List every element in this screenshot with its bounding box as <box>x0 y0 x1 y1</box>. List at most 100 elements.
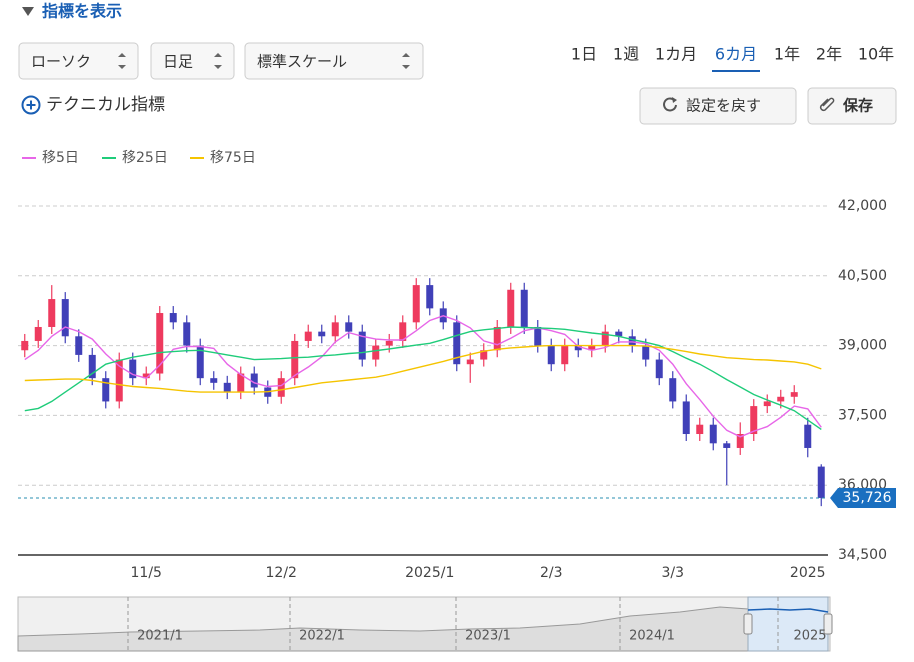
candle-body <box>561 345 569 365</box>
last-price-label: 35,726 <box>843 490 892 506</box>
candle-body <box>709 424 717 444</box>
add-icon[interactable] <box>21 95 41 115</box>
candle-body <box>75 336 83 355</box>
navigator-label: 2023/1 <box>465 629 511 644</box>
candle-body <box>345 322 353 332</box>
technical-button[interactable]: テクニカル指標 <box>46 95 165 115</box>
navigator-handle[interactable] <box>823 613 833 635</box>
candle-body <box>682 401 690 435</box>
range-tabs: 1日 1週 1カ月 6カ月 1年 2年 10年 <box>571 45 894 72</box>
candle-body <box>736 434 744 448</box>
legend: 移5日 移25日 移75日 <box>22 150 256 166</box>
candle-body <box>318 331 326 337</box>
select-arrow <box>118 53 126 69</box>
moving-average-line <box>24 315 822 438</box>
candle-body <box>804 424 812 448</box>
candle-body <box>156 313 164 374</box>
reset-button[interactable] <box>639 87 797 125</box>
candle-body <box>723 443 731 448</box>
candle-body <box>304 331 312 341</box>
candle-body <box>453 322 461 365</box>
indicator-toggle[interactable]: 指標を表示 <box>42 2 122 21</box>
candle-body <box>48 299 56 327</box>
range-tab[interactable]: 1週 <box>613 45 639 64</box>
candle-body <box>534 326 542 346</box>
candle-body <box>183 322 191 346</box>
legend-label: 移75日 <box>210 150 256 166</box>
candle-body <box>412 285 420 323</box>
range-tab[interactable]: 6カ月 <box>715 45 757 64</box>
y-tick-label: 40,500 <box>838 268 887 284</box>
candle-body <box>601 331 609 346</box>
chart-style-label: ローソク <box>31 53 91 71</box>
navigator-labels: 2021/1 2022/1 2023/1 2024/1 2025 <box>127 597 827 651</box>
add-icon-plus <box>26 100 36 110</box>
candle-body <box>169 313 177 323</box>
y-tick-label: 39,000 <box>838 338 887 354</box>
candle-body <box>277 378 285 397</box>
candle-body <box>250 373 258 388</box>
clip-icon <box>819 97 835 112</box>
candle-body <box>507 289 515 327</box>
candle-body <box>210 378 218 383</box>
navigator-handle[interactable] <box>743 613 753 635</box>
candle-body <box>574 345 582 351</box>
save-label: 保存 <box>842 97 873 115</box>
candle-body <box>331 322 339 337</box>
moving-average-line <box>24 326 822 430</box>
candle-body <box>21 340 29 351</box>
candle-body <box>466 359 474 365</box>
reset-icon <box>663 97 677 112</box>
range-tab[interactable]: 1日 <box>571 45 597 64</box>
candle-body <box>237 373 245 393</box>
y-tick-label: 34,500 <box>838 547 887 563</box>
candle-body <box>426 285 434 309</box>
candle-body <box>615 331 623 337</box>
candle-body <box>480 350 488 360</box>
range-tab[interactable]: 2年 <box>816 45 842 64</box>
range-tab[interactable]: 1年 <box>774 45 800 64</box>
scale-label: 標準スケール <box>257 53 347 71</box>
candle-body <box>588 345 596 351</box>
candle-body <box>777 396 785 402</box>
candle-body <box>628 336 636 346</box>
navigator-label: 2025 <box>793 629 826 644</box>
navigator-label: 2024/1 <box>629 629 675 644</box>
candle-body <box>61 299 69 337</box>
chart-style-select[interactable] <box>18 42 139 80</box>
save-button[interactable] <box>807 87 897 125</box>
candle-body <box>669 378 677 402</box>
candle-body <box>358 331 366 360</box>
candle-body <box>696 424 704 435</box>
x-tick-label: 2025 <box>790 565 826 581</box>
candle-body <box>642 345 650 360</box>
candle-body <box>493 326 501 351</box>
x-tick-label: 11/5 <box>131 565 162 581</box>
navigator-line <box>747 608 829 613</box>
candle-body <box>750 406 758 435</box>
moving-average-line <box>24 344 822 393</box>
candle-body <box>817 466 825 498</box>
candle-body <box>34 326 42 341</box>
legend-label: 移25日 <box>122 150 168 166</box>
candle-body <box>102 378 110 402</box>
y-tick-label: 37,500 <box>838 407 887 423</box>
interval-select[interactable] <box>150 42 235 80</box>
candle-body <box>129 359 137 379</box>
reset-label: 設定を戻す <box>686 97 761 115</box>
candle-body <box>223 382 231 393</box>
candle-body <box>88 354 96 379</box>
toggle-arrow[interactable] <box>22 7 34 16</box>
range-tab[interactable]: 1カ月 <box>655 45 697 64</box>
range-tab[interactable]: 10年 <box>858 45 894 64</box>
scale-select[interactable] <box>244 42 424 80</box>
candle-body <box>763 401 771 407</box>
interval-label: 日足 <box>163 53 193 71</box>
candle-body <box>790 392 798 397</box>
navigator-selection[interactable] <box>747 596 829 652</box>
candle-body <box>142 373 150 379</box>
legend-label: 移5日 <box>42 150 79 166</box>
select-arrow <box>402 53 410 69</box>
plot: 42,00040,50039,00037,50036,00034,50011/5… <box>18 198 896 581</box>
